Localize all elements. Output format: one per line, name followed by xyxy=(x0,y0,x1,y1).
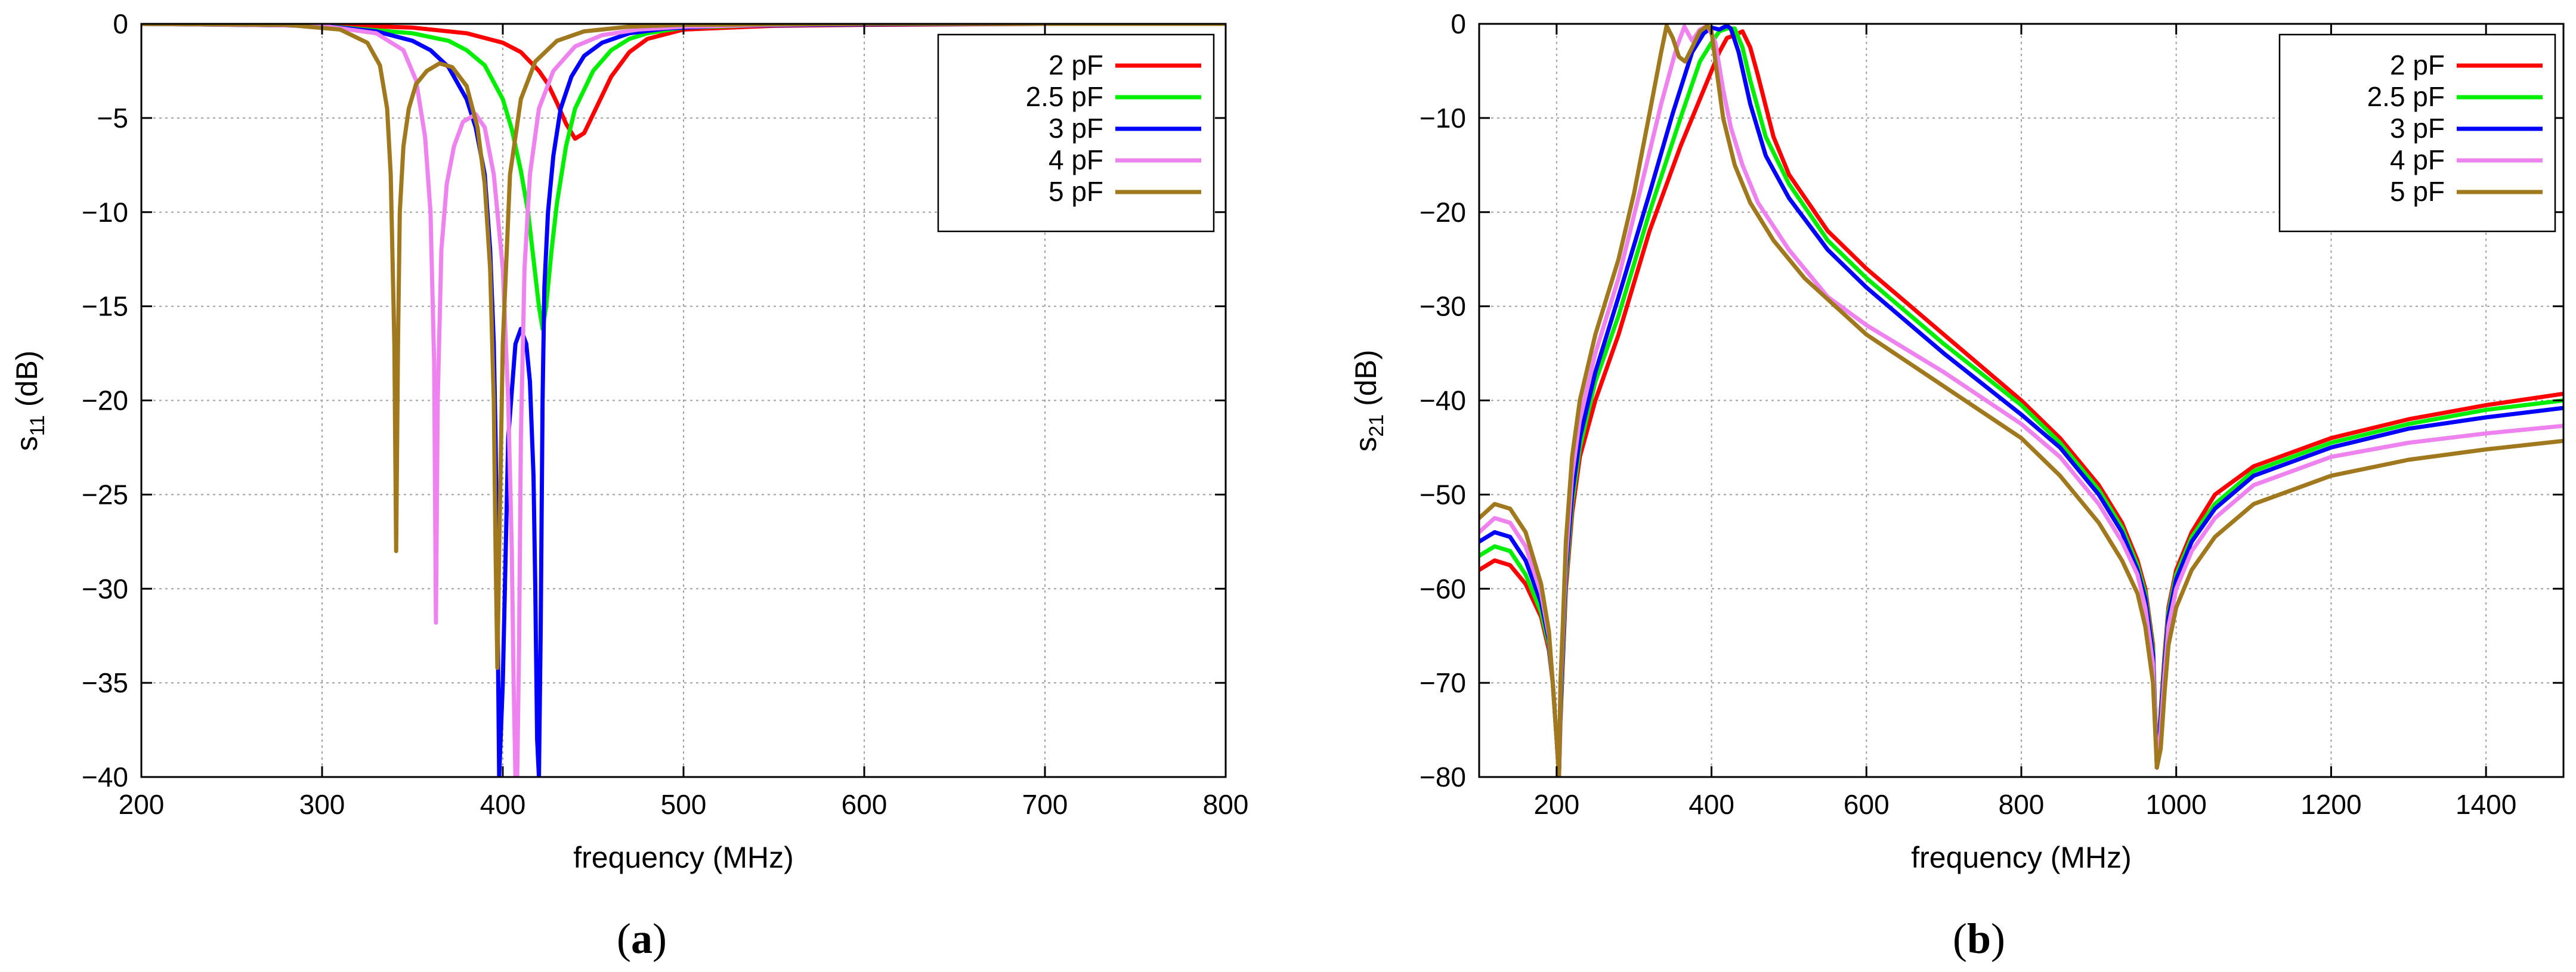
panel-a-curves xyxy=(141,24,1226,777)
y-tick-label: −10 xyxy=(82,197,128,228)
panel-b-caption-letter: b xyxy=(1967,915,1991,962)
series-line-4pF xyxy=(141,24,1226,777)
y-tick-label: −35 xyxy=(82,667,128,698)
panel-b-xlabel: frequency (MHz) xyxy=(1911,841,2132,874)
y-tick-label: −40 xyxy=(82,761,128,793)
legend-label: 2.5 pF xyxy=(2367,81,2445,112)
legend-label: 3 pF xyxy=(1049,113,1103,144)
legend-label: 2.5 pF xyxy=(1026,81,1103,112)
y-tick-label: −50 xyxy=(1420,479,1466,510)
x-tick-label: 1000 xyxy=(2146,789,2207,820)
y-tick-label: 0 xyxy=(113,8,128,39)
legend-label: 4 pF xyxy=(2390,144,2445,175)
panel-a-ylabel-sub: 11 xyxy=(26,415,49,436)
legend-label: 4 pF xyxy=(1049,144,1103,175)
panel-b-caption-open: ( xyxy=(1953,915,1967,962)
y-tick-label: −20 xyxy=(82,385,128,416)
panel-b-caption: (b) xyxy=(1953,915,2005,962)
x-tick-label: 600 xyxy=(842,789,887,820)
x-tick-label: 400 xyxy=(480,789,526,820)
panel-b-ylabel-main: s xyxy=(1349,437,1383,452)
panel-a-ylabel-main: s xyxy=(10,436,44,451)
y-tick-label: −60 xyxy=(1420,573,1466,604)
panel-a-caption-close: ) xyxy=(652,915,667,962)
panel-b-legend: 2 pF2.5 pF3 pF4 pF5 pF xyxy=(2278,33,2556,233)
panel-b-curves xyxy=(1479,24,2563,777)
x-tick-label: 400 xyxy=(1689,789,1734,820)
y-tick-label: −70 xyxy=(1420,667,1466,698)
x-tick-label: 1200 xyxy=(2300,789,2361,820)
panel-b-ylabel-unit: (dB) xyxy=(1349,349,1383,414)
panel-b-ylabel-sub: 21 xyxy=(1365,414,1388,437)
y-tick-label: −20 xyxy=(1420,197,1466,228)
x-tick-label: 500 xyxy=(661,789,707,820)
panel-a: 200 300 400 500 600 700 800 0 −5 −10 −15 −20 −25 −30 −… xyxy=(10,8,1248,962)
panel-a-xlabel: frequency (MHz) xyxy=(573,841,794,874)
y-tick-label: −5 xyxy=(97,103,128,134)
panel-a-caption-letter: a xyxy=(631,915,652,962)
y-tick-label: 0 xyxy=(1451,8,1466,39)
panel-b-ylabel: s21 (dB) xyxy=(1349,349,1388,451)
y-tick-label: −30 xyxy=(82,573,128,604)
panel-a-ylabel-unit: (dB) xyxy=(10,351,44,415)
legend-label: 5 pF xyxy=(1049,176,1103,207)
x-tick-label: 800 xyxy=(1999,789,2045,820)
panel-a-ylabel: s11 (dB) xyxy=(10,351,49,451)
x-tick-label: 700 xyxy=(1022,789,1068,820)
y-tick-label: −80 xyxy=(1420,761,1466,793)
panel-a-ticks: 200 300 400 500 600 700 800 0 −5 −10 −15 −20 −25 −30 −… xyxy=(82,8,1248,820)
panel-a-grid xyxy=(141,24,1226,777)
series-line-5pF xyxy=(1479,24,2563,777)
y-tick-label: −25 xyxy=(82,479,128,510)
panel-a-legend: 2 pF2.5 pF3 pF4 pF5 pF xyxy=(937,33,1215,233)
legend-label: 5 pF xyxy=(2390,176,2445,207)
panel-b-caption-close: ) xyxy=(1991,915,2005,962)
x-tick-label: 200 xyxy=(119,789,165,820)
panel-a-caption-open: ( xyxy=(617,915,631,962)
x-tick-label: 300 xyxy=(299,789,345,820)
legend-label: 2 pF xyxy=(2390,49,2445,81)
panel-a-caption: (a) xyxy=(617,915,667,962)
y-tick-label: −10 xyxy=(1420,103,1466,134)
legend-label: 2 pF xyxy=(1049,49,1103,81)
legend-label: 3 pF xyxy=(2390,113,2445,144)
y-tick-label: −30 xyxy=(1420,291,1466,322)
panel-b: 200 400 600 800 1000 1200 1400 0 −10 −20 −30 −40 −50… xyxy=(1349,8,2565,962)
x-tick-label: 1400 xyxy=(2456,789,2516,820)
x-tick-label: 800 xyxy=(1203,789,1249,820)
panel-b-ticks: 200 400 600 800 1000 1200 1400 0 −10 −20 −30 −40 −50… xyxy=(1420,8,2563,820)
series-line-5pF xyxy=(141,24,1226,670)
x-tick-label: 600 xyxy=(1844,789,1890,820)
series-line-3pF xyxy=(141,24,1226,777)
y-tick-label: −15 xyxy=(82,291,128,322)
x-tick-label: 200 xyxy=(1533,789,1579,820)
y-tick-label: −40 xyxy=(1420,385,1466,416)
